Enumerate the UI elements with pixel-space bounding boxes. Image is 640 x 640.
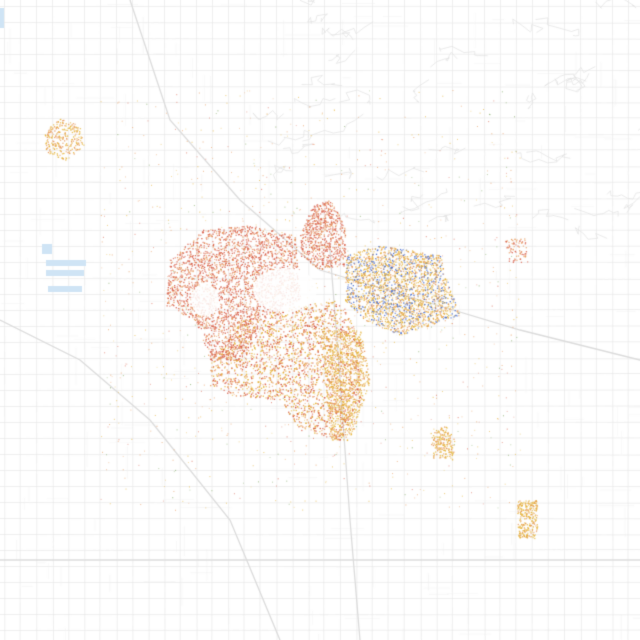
map-canvas[interactable]	[0, 0, 640, 640]
dot-density-map	[0, 0, 640, 640]
